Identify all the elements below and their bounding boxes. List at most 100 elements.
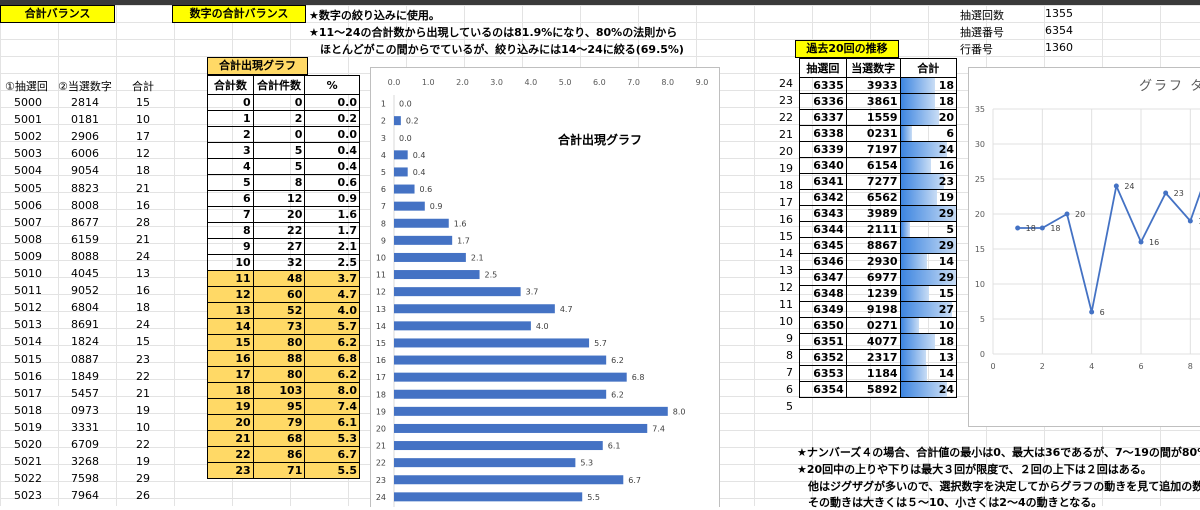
mid-table-row: 14 73 5.7 xyxy=(207,318,360,335)
mid-sum-cell: 0 xyxy=(207,94,254,111)
mid-sum-cell: 22 xyxy=(207,446,254,463)
mid-sum-cell: 4 xyxy=(207,158,254,175)
data-point[interactable] xyxy=(1187,218,1193,224)
bar[interactable] xyxy=(394,270,480,280)
bar[interactable] xyxy=(394,441,603,451)
recent-sum-cell: 19 xyxy=(899,189,958,206)
line-y-tick: 10 xyxy=(975,280,985,289)
left-draw-cell: 5020 xyxy=(14,438,42,451)
bar[interactable] xyxy=(394,150,408,160)
recent-draw-cell: 6349 xyxy=(799,301,847,318)
bar[interactable] xyxy=(394,355,607,365)
bar-data-label: 0.6 xyxy=(420,185,433,194)
data-point[interactable] xyxy=(1039,225,1045,231)
bar[interactable] xyxy=(394,304,555,314)
mid-percent-cell: 2.1 xyxy=(304,238,360,255)
point-data-label: 18 xyxy=(1050,224,1060,233)
left-number-cell: 9052 xyxy=(71,284,99,298)
mid-sum-cell: 16 xyxy=(207,350,254,367)
sum-databar xyxy=(900,270,956,285)
bar-x-tick: 6.0 xyxy=(593,78,606,87)
bar-x-tick: 2.0 xyxy=(456,78,469,87)
recent-sum-cell: 16 xyxy=(899,157,958,174)
bar[interactable] xyxy=(394,492,583,502)
bar[interactable] xyxy=(394,321,531,331)
sum-bar-chart[interactable]: 0.0 1.0 2.0 3.0 4.0 5.0 6.0 7.0 8.0 9.0 合計出現グラフ 1 0.… xyxy=(370,67,720,507)
left-number-cell: 6804 xyxy=(71,301,99,315)
recent-table-row: 6342 6562 19 xyxy=(799,189,958,206)
data-point[interactable] xyxy=(1138,239,1144,245)
recent-sum-value: 20 xyxy=(938,111,954,124)
recent-row-index: 10 xyxy=(779,315,793,328)
left-number-cell: 2814 xyxy=(71,96,99,109)
mid-sum-cell: 3 xyxy=(207,142,254,159)
bar[interactable] xyxy=(394,235,453,245)
bar[interactable] xyxy=(394,372,627,382)
sum-databar xyxy=(900,206,956,221)
bar-data-label: 1.7 xyxy=(457,236,470,245)
bar[interactable] xyxy=(394,423,648,433)
bar[interactable] xyxy=(394,184,415,194)
recent-draw-cell: 6346 xyxy=(799,253,847,270)
data-point[interactable] xyxy=(1113,183,1119,189)
left-draw-cell: 5018 xyxy=(14,403,42,417)
mid-percent-cell: 6.7 xyxy=(304,446,360,463)
recent-draw-cell: 6341 xyxy=(799,173,847,190)
left-draw-cell: 5011 xyxy=(14,284,42,298)
recent-20-title: 過去20回の推移 xyxy=(795,40,899,58)
recent-sum-cell: 18 xyxy=(899,93,958,110)
left-draw-cell: 5010 xyxy=(14,267,42,280)
bar[interactable] xyxy=(394,475,624,485)
point-data-label: 18 xyxy=(1026,224,1036,233)
bar[interactable] xyxy=(394,252,466,262)
bar[interactable] xyxy=(394,389,607,399)
data-point[interactable] xyxy=(1089,309,1095,315)
recent-number-cell: 6562 xyxy=(845,189,901,206)
mid-count-cell: 0 xyxy=(252,94,306,111)
recent-line-chart[interactable]: グラフ タ05101520253035024681018182062416231… xyxy=(968,67,1200,427)
mid-sum-cell: 14 xyxy=(207,318,254,335)
sum-databar xyxy=(900,302,953,317)
bar[interactable] xyxy=(394,116,401,126)
left-sum-cell: 18 xyxy=(136,301,150,315)
recent-sum-value: 16 xyxy=(938,159,954,172)
left-draw-cell: 5023 xyxy=(14,489,42,503)
note-line-3: ほとんどがこの間からでているが、絞り込みには14～24に絞る(69.5%) xyxy=(320,43,684,56)
bar[interactable] xyxy=(394,406,668,416)
point-data-label: 20 xyxy=(1075,210,1085,219)
recent-sum-cell: 15 xyxy=(899,285,958,302)
recent-number-cell: 2317 xyxy=(845,349,901,366)
mid-table-row: 4 5 0.4 xyxy=(207,158,360,175)
left-draw-cell: 5009 xyxy=(14,249,42,263)
mid-table-row: 1 2 0.2 xyxy=(207,110,360,127)
mid-count-cell: 68 xyxy=(252,430,306,447)
mid-percent-cell: 1.7 xyxy=(304,222,360,239)
bar[interactable] xyxy=(394,287,521,297)
left-draw-cell: 5013 xyxy=(14,318,42,332)
bar[interactable] xyxy=(394,458,576,468)
sum-databar xyxy=(900,222,910,237)
mid-sum-cell: 8 xyxy=(207,222,254,239)
bar-data-label: 6.2 xyxy=(611,356,624,365)
left-sum-cell: 22 xyxy=(136,438,150,451)
recent-number-cell: 3933 xyxy=(845,77,901,94)
line-y-tick: 0 xyxy=(980,350,985,359)
left-number-cell: 0973 xyxy=(71,403,99,417)
left-number-cell: 0887 xyxy=(71,352,99,366)
data-point[interactable] xyxy=(1064,211,1070,217)
bar-category-label: 21 xyxy=(376,442,386,451)
mid-percent-cell: 6.2 xyxy=(304,366,360,383)
sum-databar xyxy=(900,350,926,365)
bar[interactable] xyxy=(394,201,425,211)
recent-number-cell: 7197 xyxy=(845,141,901,158)
bar[interactable] xyxy=(394,338,590,348)
data-point[interactable] xyxy=(1015,225,1021,231)
left-sum-cell: 21 xyxy=(136,181,150,195)
mid-count-cell: 32 xyxy=(252,254,306,271)
bar[interactable] xyxy=(394,218,449,228)
bar-category-label: 9 xyxy=(381,236,386,245)
data-point[interactable] xyxy=(1163,190,1169,196)
recent-sum-cell: 29 xyxy=(899,205,958,222)
bar[interactable] xyxy=(394,167,408,177)
recent-draw-cell: 6348 xyxy=(799,285,847,302)
